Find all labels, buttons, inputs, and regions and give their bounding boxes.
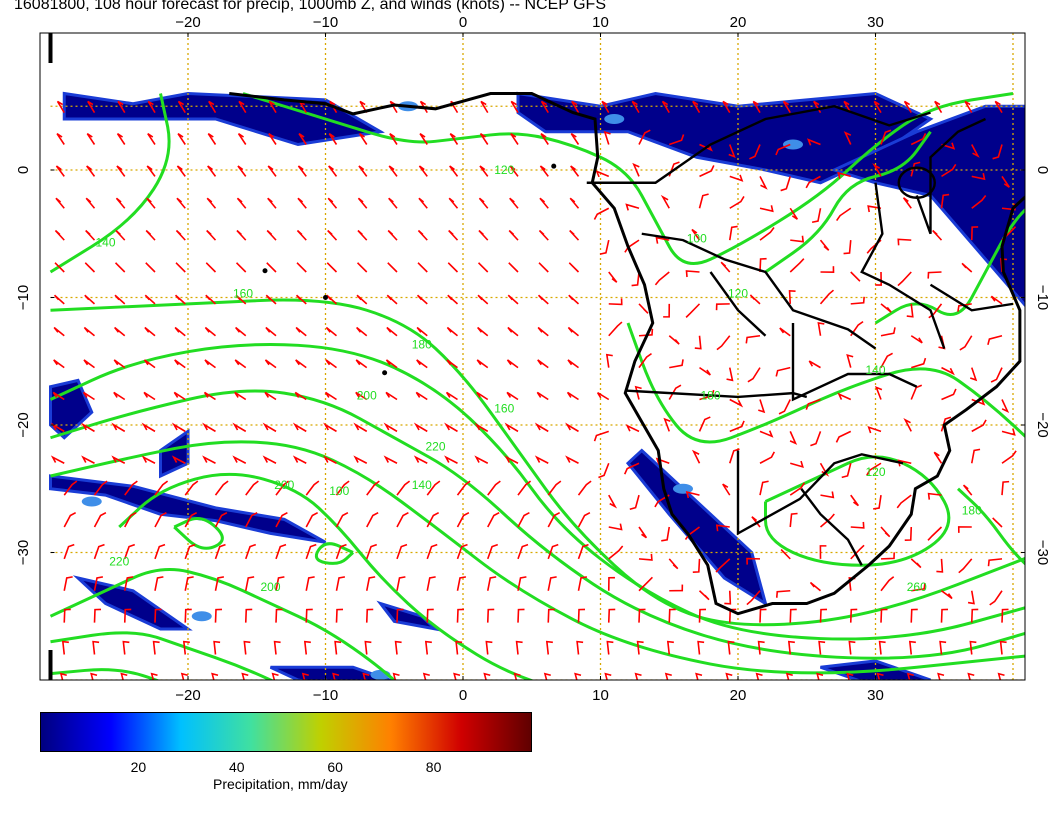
map-frame bbox=[39, 32, 1026, 681]
colorbar-tick-label: 80 bbox=[425, 759, 442, 775]
geopotential-contours bbox=[49, 92, 1025, 680]
lat-tick-left: 0 bbox=[15, 166, 32, 174]
contour-label: 100 bbox=[329, 484, 349, 498]
lat-tick-left: −20 bbox=[15, 412, 32, 437]
lon-tick-top: −20 bbox=[175, 14, 200, 31]
contour-label: 140 bbox=[865, 363, 885, 377]
coastlines-and-borders bbox=[229, 92, 1025, 616]
contour-label: 200 bbox=[260, 580, 280, 594]
contour-labels: 140 120 100 160 180 200 220 140 100 120 180 160 200 2… bbox=[95, 163, 982, 594]
contour-label: 140 bbox=[412, 478, 432, 492]
contour-label: 180 bbox=[962, 503, 982, 517]
lat-tick-right: 0 bbox=[1034, 166, 1051, 174]
contour-label: 120 bbox=[494, 163, 514, 177]
contour-label: 200 bbox=[357, 389, 377, 403]
lon-tick-bottom: −20 bbox=[175, 687, 200, 704]
contour-label: 160 bbox=[494, 401, 514, 415]
contour-label: 200 bbox=[274, 478, 294, 492]
map-title: 16081800, 108 hour forecast for precip, … bbox=[14, 0, 606, 13]
contour-label: 140 bbox=[95, 236, 115, 250]
contour-label: 180 bbox=[700, 389, 720, 403]
lon-tick-top: −10 bbox=[313, 14, 338, 31]
lon-tick-top: 20 bbox=[730, 14, 747, 31]
map-axes: −20 −20 −10 −10 0 0 10 10 20 20 30 30 0 0 −10 −10 −20 −20… bbox=[15, 14, 1051, 704]
lon-tick-bottom: 10 bbox=[592, 687, 609, 704]
lon-tick-bottom: 30 bbox=[867, 687, 884, 704]
contour-label: 260 bbox=[907, 580, 927, 594]
lat-tick-right: −10 bbox=[1034, 285, 1051, 310]
lon-tick-top: 0 bbox=[459, 14, 467, 31]
contour-label: 220 bbox=[425, 440, 445, 454]
lat-tick-right: −20 bbox=[1034, 412, 1051, 437]
precip-colorbar bbox=[40, 712, 532, 752]
contour-label: 120 bbox=[865, 465, 885, 479]
lon-tick-bottom: 20 bbox=[730, 687, 747, 704]
contour-label: 220 bbox=[109, 554, 129, 568]
colorbar-title: Precipitation, mm/day bbox=[213, 776, 348, 792]
contour-label: 160 bbox=[233, 287, 253, 301]
lon-tick-top: 10 bbox=[592, 14, 609, 31]
contour-label: 120 bbox=[728, 287, 748, 301]
lon-tick-bottom: −10 bbox=[313, 687, 338, 704]
contour-label: 180 bbox=[412, 338, 432, 352]
contour-label: 100 bbox=[687, 232, 707, 246]
lon-tick-top: 30 bbox=[867, 14, 884, 31]
colorbar-tick-label: 40 bbox=[229, 759, 245, 775]
lat-tick-left: −10 bbox=[15, 285, 32, 310]
colorbar-tick-label: 20 bbox=[130, 759, 147, 775]
colorbar-tick-label: 60 bbox=[327, 759, 343, 775]
lon-tick-bottom: 0 bbox=[459, 687, 467, 704]
lat-tick-left: −30 bbox=[15, 540, 32, 565]
lat-tick-right: −30 bbox=[1034, 540, 1051, 565]
